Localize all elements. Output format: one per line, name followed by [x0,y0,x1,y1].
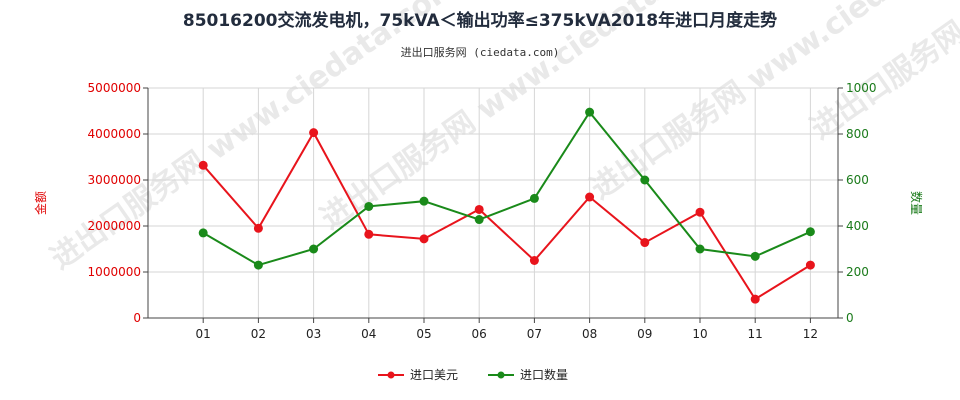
data-point [309,244,319,254]
chart-subtitle: 进出口服务网 (ciedata.com) [401,45,560,59]
x-axis-ticks: 01 02 03 04 05 06 07 08 09 10 11 12 [196,318,818,341]
data-point [419,196,429,206]
data-point [805,260,815,270]
left-tick-label: 3000000 [88,173,141,187]
data-point [474,204,484,214]
data-point [640,238,650,248]
x-tick-label: 07 [527,327,542,341]
legend-label: 进口美元 [410,368,458,382]
right-tick-label: 800 [846,127,869,141]
legend: 进口美元 进口数量 [378,367,568,382]
data-point [529,256,539,265]
x-tick-label: 08 [582,327,597,341]
series-1 [198,128,815,304]
left-axis-title: 金额 [33,191,48,215]
right-tick-label: 200 [846,265,869,279]
x-tick-label: 10 [692,327,707,341]
data-point [640,175,650,185]
left-tick-label: 4000000 [88,127,141,141]
right-tick-label: 0 [846,311,854,325]
right-axis-ticks: 0 200 400 600 800 1000 [838,81,877,325]
data-point [364,201,374,211]
data-point [474,215,484,225]
x-tick-label: 05 [416,327,431,341]
x-tick-label: 06 [472,327,487,341]
legend-label: 进口数量 [520,367,568,382]
data-point [529,193,539,203]
x-tick-label: 12 [803,327,818,341]
legend-marker [387,371,395,379]
data-point [198,228,208,238]
data-point [585,192,595,202]
data-point [253,260,263,270]
data-point [695,207,705,217]
data-point [585,107,595,117]
legend-item: 进口美元 [378,368,458,382]
left-tick-label: 1000000 [88,265,141,279]
data-point [750,294,760,304]
x-tick-label: 04 [361,327,376,341]
right-tick-label: 1000 [846,81,877,95]
data-point [253,223,263,233]
left-axis-ticks: 0 1000000 2000000 3000000 4000000 5000000 [88,81,148,325]
right-tick-label: 400 [846,219,869,233]
left-tick-label: 2000000 [88,219,141,233]
data-point [198,160,208,170]
left-tick-label: 5000000 [88,81,141,95]
data-point [364,229,374,239]
left-tick-label: 0 [133,311,141,325]
series-2 [198,107,815,270]
data-point [419,234,429,244]
x-tick-label: 02 [251,327,266,341]
chart-title: 85016200交流发电机，75kVA＜输出功率≤375kVA2018年进口月度… [183,10,777,31]
data-point [750,251,760,261]
series-line [202,110,811,267]
x-tick-label: 09 [637,327,652,341]
series-line [202,130,811,301]
x-tick-label: 11 [748,327,763,341]
axes [147,88,839,319]
right-tick-label: 600 [846,173,869,187]
x-tick-label: 03 [306,327,321,341]
x-tick-label: 01 [196,327,211,341]
legend-item: 进口数量 [488,367,568,382]
data-point [309,128,319,138]
data-point [805,227,815,237]
right-axis-title: 数量 [909,191,924,215]
series-layer [198,107,815,304]
legend-marker [497,371,505,379]
data-point [695,244,705,254]
